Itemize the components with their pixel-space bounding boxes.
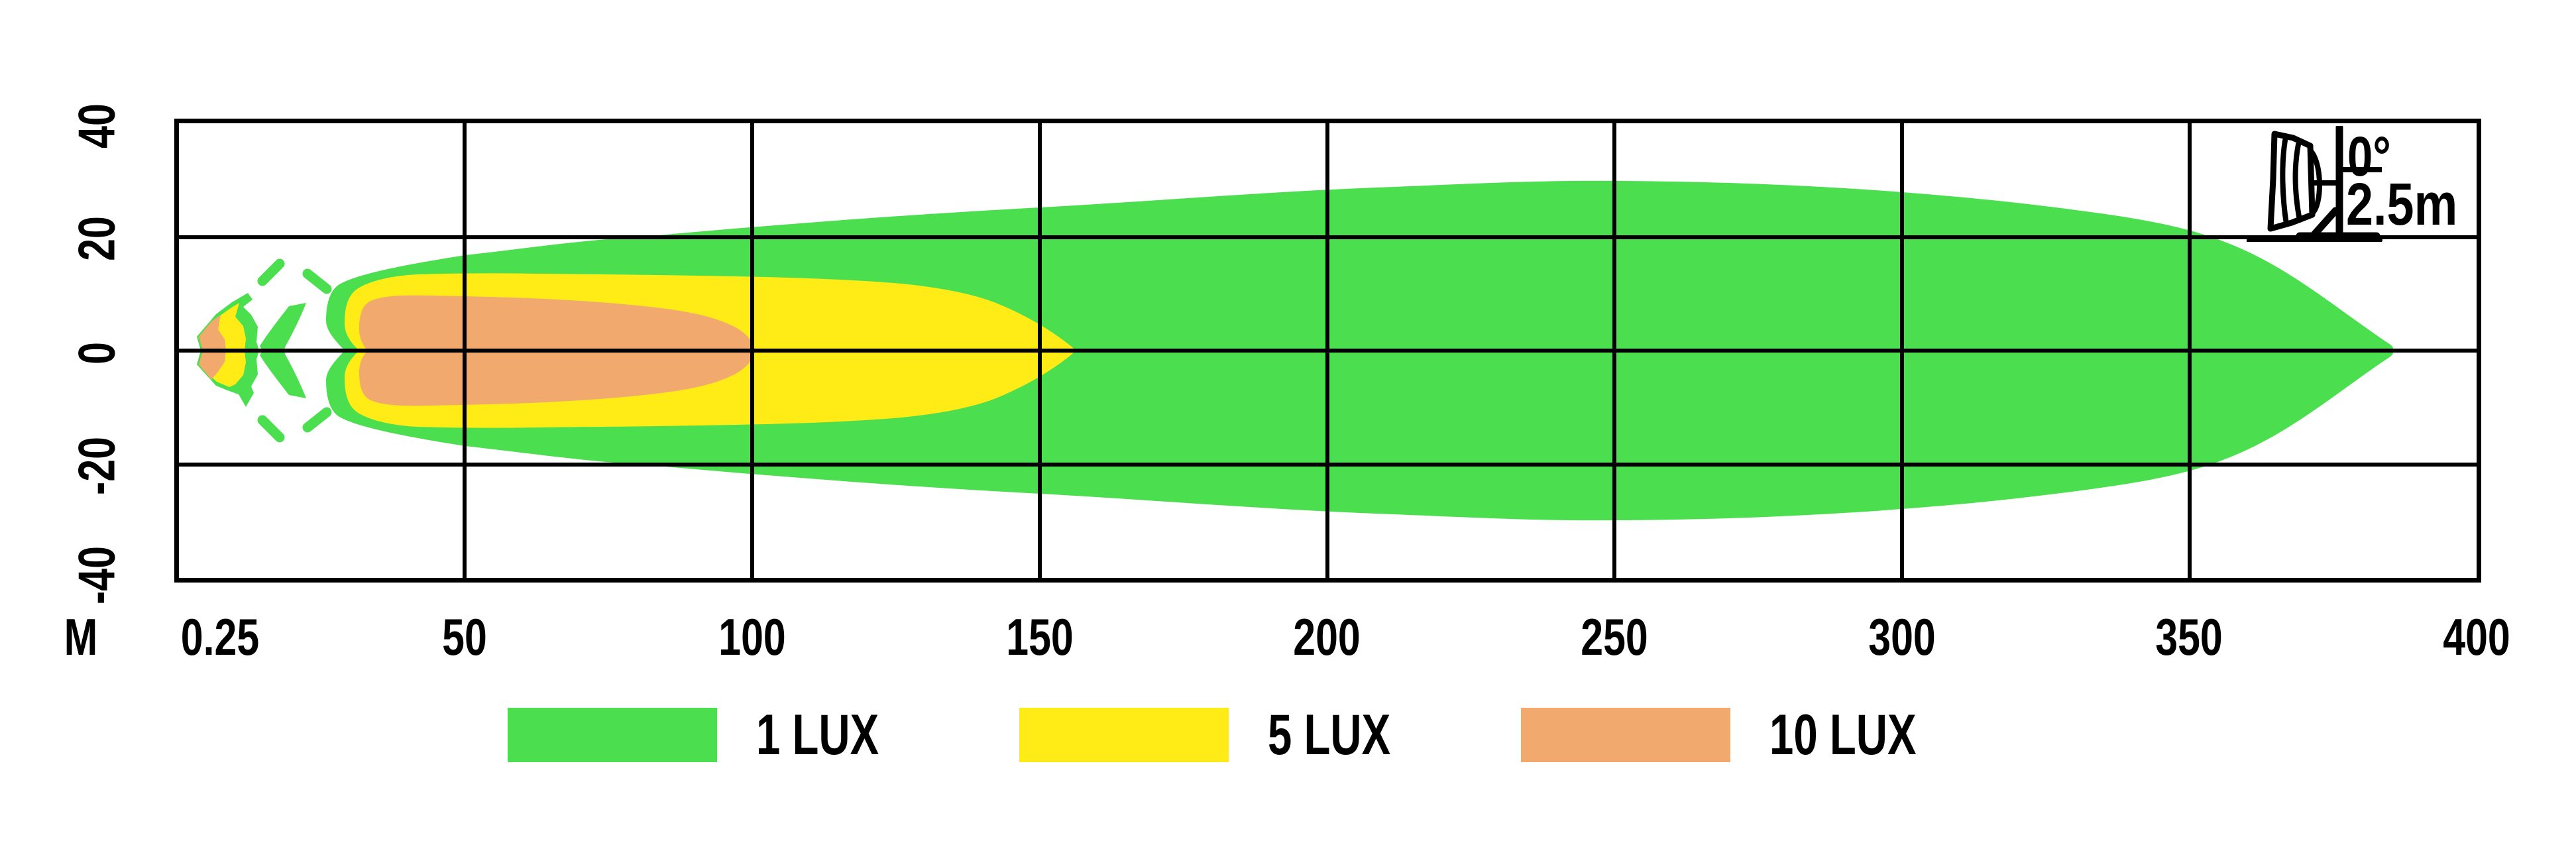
legend-swatch-5lux bbox=[1019, 708, 1229, 762]
lamp-body-stroke-1 bbox=[2280, 138, 2289, 227]
legend-swatch-1lux bbox=[508, 708, 717, 762]
mount-angle-label: 0° bbox=[2347, 125, 2391, 188]
legend-swatch-10lux bbox=[1521, 708, 1730, 762]
gridline-y-neg20 bbox=[179, 463, 2477, 467]
legend-label-5lux: 5 LUX bbox=[1268, 703, 1391, 767]
mount-height-label: 2.5m bbox=[2346, 172, 2458, 238]
lamp-icon bbox=[2247, 126, 2382, 242]
dash-lower-left bbox=[257, 415, 285, 443]
plot-area bbox=[174, 119, 2481, 583]
nearfield-dashes bbox=[257, 258, 332, 443]
legend-label-10lux: 10 LUX bbox=[1769, 703, 1917, 767]
gridline-y-0 bbox=[179, 349, 2477, 353]
lamp-body-outline bbox=[2267, 131, 2316, 232]
nearfield-orange-core bbox=[199, 315, 226, 380]
lamp-leg bbox=[2309, 207, 2339, 240]
gridline-y-20 bbox=[179, 235, 2477, 239]
mount-divider-line bbox=[2341, 167, 2382, 172]
lamp-body-stroke-2 bbox=[2292, 142, 2302, 223]
legend-label-1lux: 1 LUX bbox=[756, 703, 879, 767]
dash-upper-left bbox=[257, 258, 285, 286]
dash-upper-right bbox=[302, 268, 332, 294]
dash-lower-right bbox=[302, 407, 332, 433]
